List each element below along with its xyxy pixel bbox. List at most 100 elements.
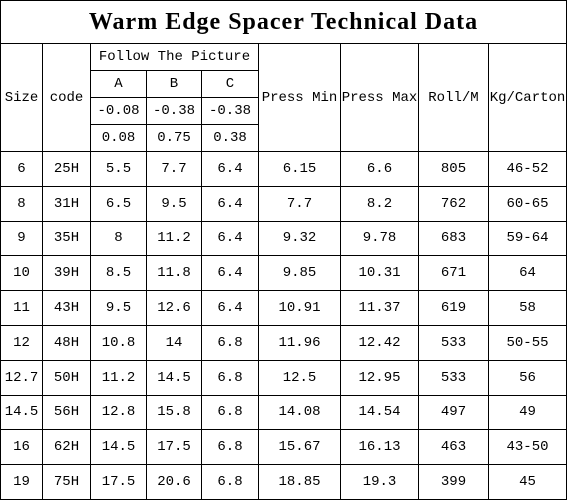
header-cell: Size (0, 43, 43, 152)
data-cell: 16 (0, 429, 43, 466)
data-cell: 35H (42, 220, 91, 257)
data-cell: 75H (42, 464, 91, 500)
data-cell: 64 (488, 255, 567, 292)
data-cell: 8.5 (90, 255, 147, 292)
header-cell: Press Min (258, 43, 341, 152)
data-cell: 399 (418, 464, 489, 500)
header-cell: C (201, 70, 259, 98)
data-cell: 10 (0, 255, 43, 292)
data-row: 8 31H 6.5 9.5 6.4 7.7 8.2 762 60-65 (0, 185, 567, 222)
tolerance-cell: 0.38 (201, 124, 259, 152)
data-cell: 805 (418, 151, 489, 187)
data-cell: 7.7 (258, 185, 341, 222)
tolerance-cell: -0.38 (146, 97, 202, 125)
data-row: 12 48H 10.8 14 6.8 11.96 12.42 533 50-55 (0, 324, 567, 361)
data-row: 16 62H 14.5 17.5 6.8 15.67 16.13 463 43-50 (0, 429, 567, 466)
data-cell: 6.4 (201, 290, 259, 326)
data-cell: 14.5 (0, 394, 43, 431)
data-cell: 20.6 (146, 464, 202, 500)
data-cell: 62H (42, 429, 91, 466)
data-cell: 762 (418, 185, 489, 222)
data-cell: 9.78 (340, 220, 419, 257)
tolerance-cell: 0.08 (90, 124, 147, 152)
data-cell: 8 (90, 220, 147, 257)
data-cell: 6.8 (201, 324, 259, 361)
data-cell: 8.2 (340, 185, 419, 222)
tolerance-cell: -0.38 (201, 97, 259, 125)
data-cell: 6.8 (201, 394, 259, 431)
data-cell: 8 (0, 185, 43, 222)
data-cell: 6.15 (258, 151, 341, 187)
data-cell: 11 (0, 290, 43, 326)
data-cell: 11.8 (146, 255, 202, 292)
data-row: 12.7 50H 11.2 14.5 6.8 12.5 12.95 533 56 (0, 359, 567, 396)
data-cell: 11.2 (90, 359, 147, 396)
data-cell: 10.31 (340, 255, 419, 292)
header-cell: Press Max (340, 43, 419, 152)
data-cell: 9.85 (258, 255, 341, 292)
data-cell: 12.8 (90, 394, 147, 431)
data-cell: 46-52 (488, 151, 567, 187)
data-cell: 15.67 (258, 429, 341, 466)
data-cell: 50H (42, 359, 91, 396)
data-row: 6 25H 5.5 7.7 6.4 6.15 6.6 805 46-52 (0, 151, 567, 187)
data-cell: 12.7 (0, 359, 43, 396)
data-cell: 56 (488, 359, 567, 396)
data-cell: 671 (418, 255, 489, 292)
tolerance-cell: -0.08 (90, 97, 147, 125)
data-cell: 6.4 (201, 185, 259, 222)
data-cell: 9.5 (146, 185, 202, 222)
data-cell: 9.5 (90, 290, 147, 326)
tolerance-cell: 0.75 (146, 124, 202, 152)
data-cell: 56H (42, 394, 91, 431)
data-cell: 5.5 (90, 151, 147, 187)
header-cell: B (146, 70, 202, 98)
data-cell: 14.08 (258, 394, 341, 431)
data-cell: 683 (418, 220, 489, 257)
data-cell: 49 (488, 394, 567, 431)
data-cell: 6.6 (340, 151, 419, 187)
data-cell: 11.37 (340, 290, 419, 326)
data-cell: 6.8 (201, 359, 259, 396)
data-cell: 16.13 (340, 429, 419, 466)
data-row: 10 39H 8.5 11.8 6.4 9.85 10.31 671 64 (0, 255, 567, 292)
header-cell: Follow The Picture (90, 43, 259, 71)
data-cell: 7.7 (146, 151, 202, 187)
data-cell: 60-65 (488, 185, 567, 222)
data-cell: 497 (418, 394, 489, 431)
data-cell: 6.8 (201, 429, 259, 466)
data-cell: 12.6 (146, 290, 202, 326)
data-cell: 10.8 (90, 324, 147, 361)
data-cell: 12 (0, 324, 43, 361)
table-title: Warm Edge Spacer Technical Data (0, 0, 567, 44)
data-row: 11 43H 9.5 12.6 6.4 10.91 11.37 619 58 (0, 290, 567, 326)
data-cell: 43H (42, 290, 91, 326)
data-cell: 18.85 (258, 464, 341, 500)
data-cell: 19.3 (340, 464, 419, 500)
data-cell: 31H (42, 185, 91, 222)
data-cell: 17.5 (146, 429, 202, 466)
data-cell: 12.42 (340, 324, 419, 361)
data-cell: 25H (42, 151, 91, 187)
header-cell: A (90, 70, 147, 98)
data-cell: 6.4 (201, 220, 259, 257)
data-cell: 9 (0, 220, 43, 257)
data-cell: 48H (42, 324, 91, 361)
data-row: 19 75H 17.5 20.6 6.8 18.85 19.3 399 45 (0, 464, 567, 500)
data-row: 14.5 56H 12.8 15.8 6.8 14.08 14.54 497 49 (0, 394, 567, 431)
data-cell: 15.8 (146, 394, 202, 431)
data-cell: 14.54 (340, 394, 419, 431)
data-cell: 45 (488, 464, 567, 500)
data-cell: 533 (418, 324, 489, 361)
data-cell: 43-50 (488, 429, 567, 466)
header-cell: Kg/Carton (488, 43, 567, 152)
data-cell: 6.4 (201, 255, 259, 292)
data-cell: 59-64 (488, 220, 567, 257)
data-cell: 12.5 (258, 359, 341, 396)
data-cell: 9.32 (258, 220, 341, 257)
data-cell: 12.95 (340, 359, 419, 396)
header-cell: Roll/M (418, 43, 489, 152)
data-cell: 17.5 (90, 464, 147, 500)
